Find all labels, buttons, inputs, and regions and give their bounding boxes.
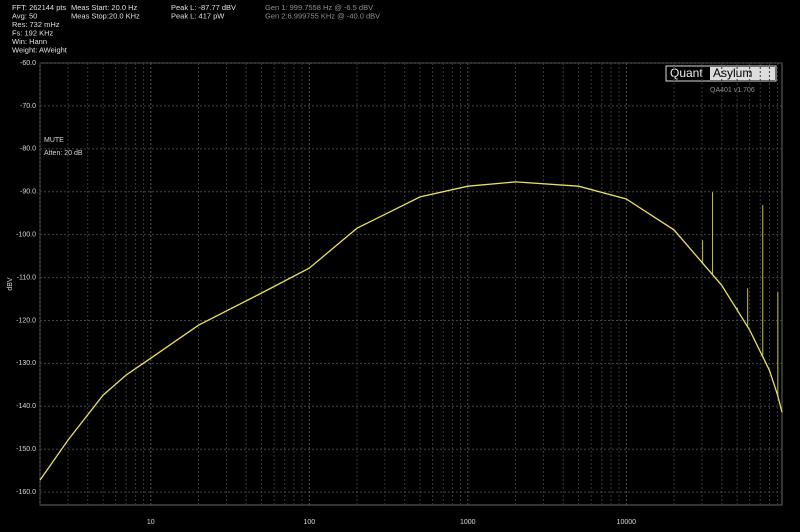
logo-right: Asylum [713,66,752,80]
x-tick-label: 10 [147,519,155,526]
logo-inverse [710,67,775,80]
note: Atten: 20 dB [44,150,83,157]
header-line: Avg: 50 [12,11,37,20]
header-line: Fs: 192 KHz [12,28,54,37]
note: MUTE [44,137,64,144]
y-tick-label: -60.0 [20,60,36,67]
header-line: Peak L: -87.77 dBV [171,3,236,12]
y-tick-label: -110.0 [17,274,36,281]
y-tick-label: -100.0 [16,231,36,238]
y-tick-label: -70.0 [20,103,36,110]
header-line: Res: 732 mHz [12,20,60,29]
y-tick-label: -90.0 [20,189,36,196]
logo-left: Quant [670,66,703,80]
x-tick-label: 100 [303,519,315,526]
x-tick-label: 10000 [617,519,637,526]
y-tick-label: -130.0 [16,360,36,367]
x-tick-label: 1000 [460,519,476,526]
y-tick-label: -160.0 [16,489,36,496]
header-line: Gen 1: 999.7558 Hz @ -6.5 dBV [265,3,373,12]
y-tick-label: -80.0 [20,146,36,153]
y-tick-label: -150.0 [16,446,36,453]
header-line: FFT: 262144 pts [12,3,66,12]
version: QA401 v1.706 [710,87,755,94]
header-line: Meas Stop:20.0 KHz [71,11,140,20]
trace [39,181,783,481]
y-tick-label: -140.0 [16,403,36,410]
header-line: Gen 2:6.999755 KHz @ -40.0 dBV [265,11,380,20]
header-line: Peak L: 417 pW [171,11,225,20]
y-tick-label: -120.0 [16,317,36,324]
header-line: Meas Start: 20.0 Hz [71,3,138,12]
y-axis-label: dBV [7,277,14,291]
header-line: Win: Hann [12,37,47,46]
header-line: Weight: AWeight [12,45,68,54]
